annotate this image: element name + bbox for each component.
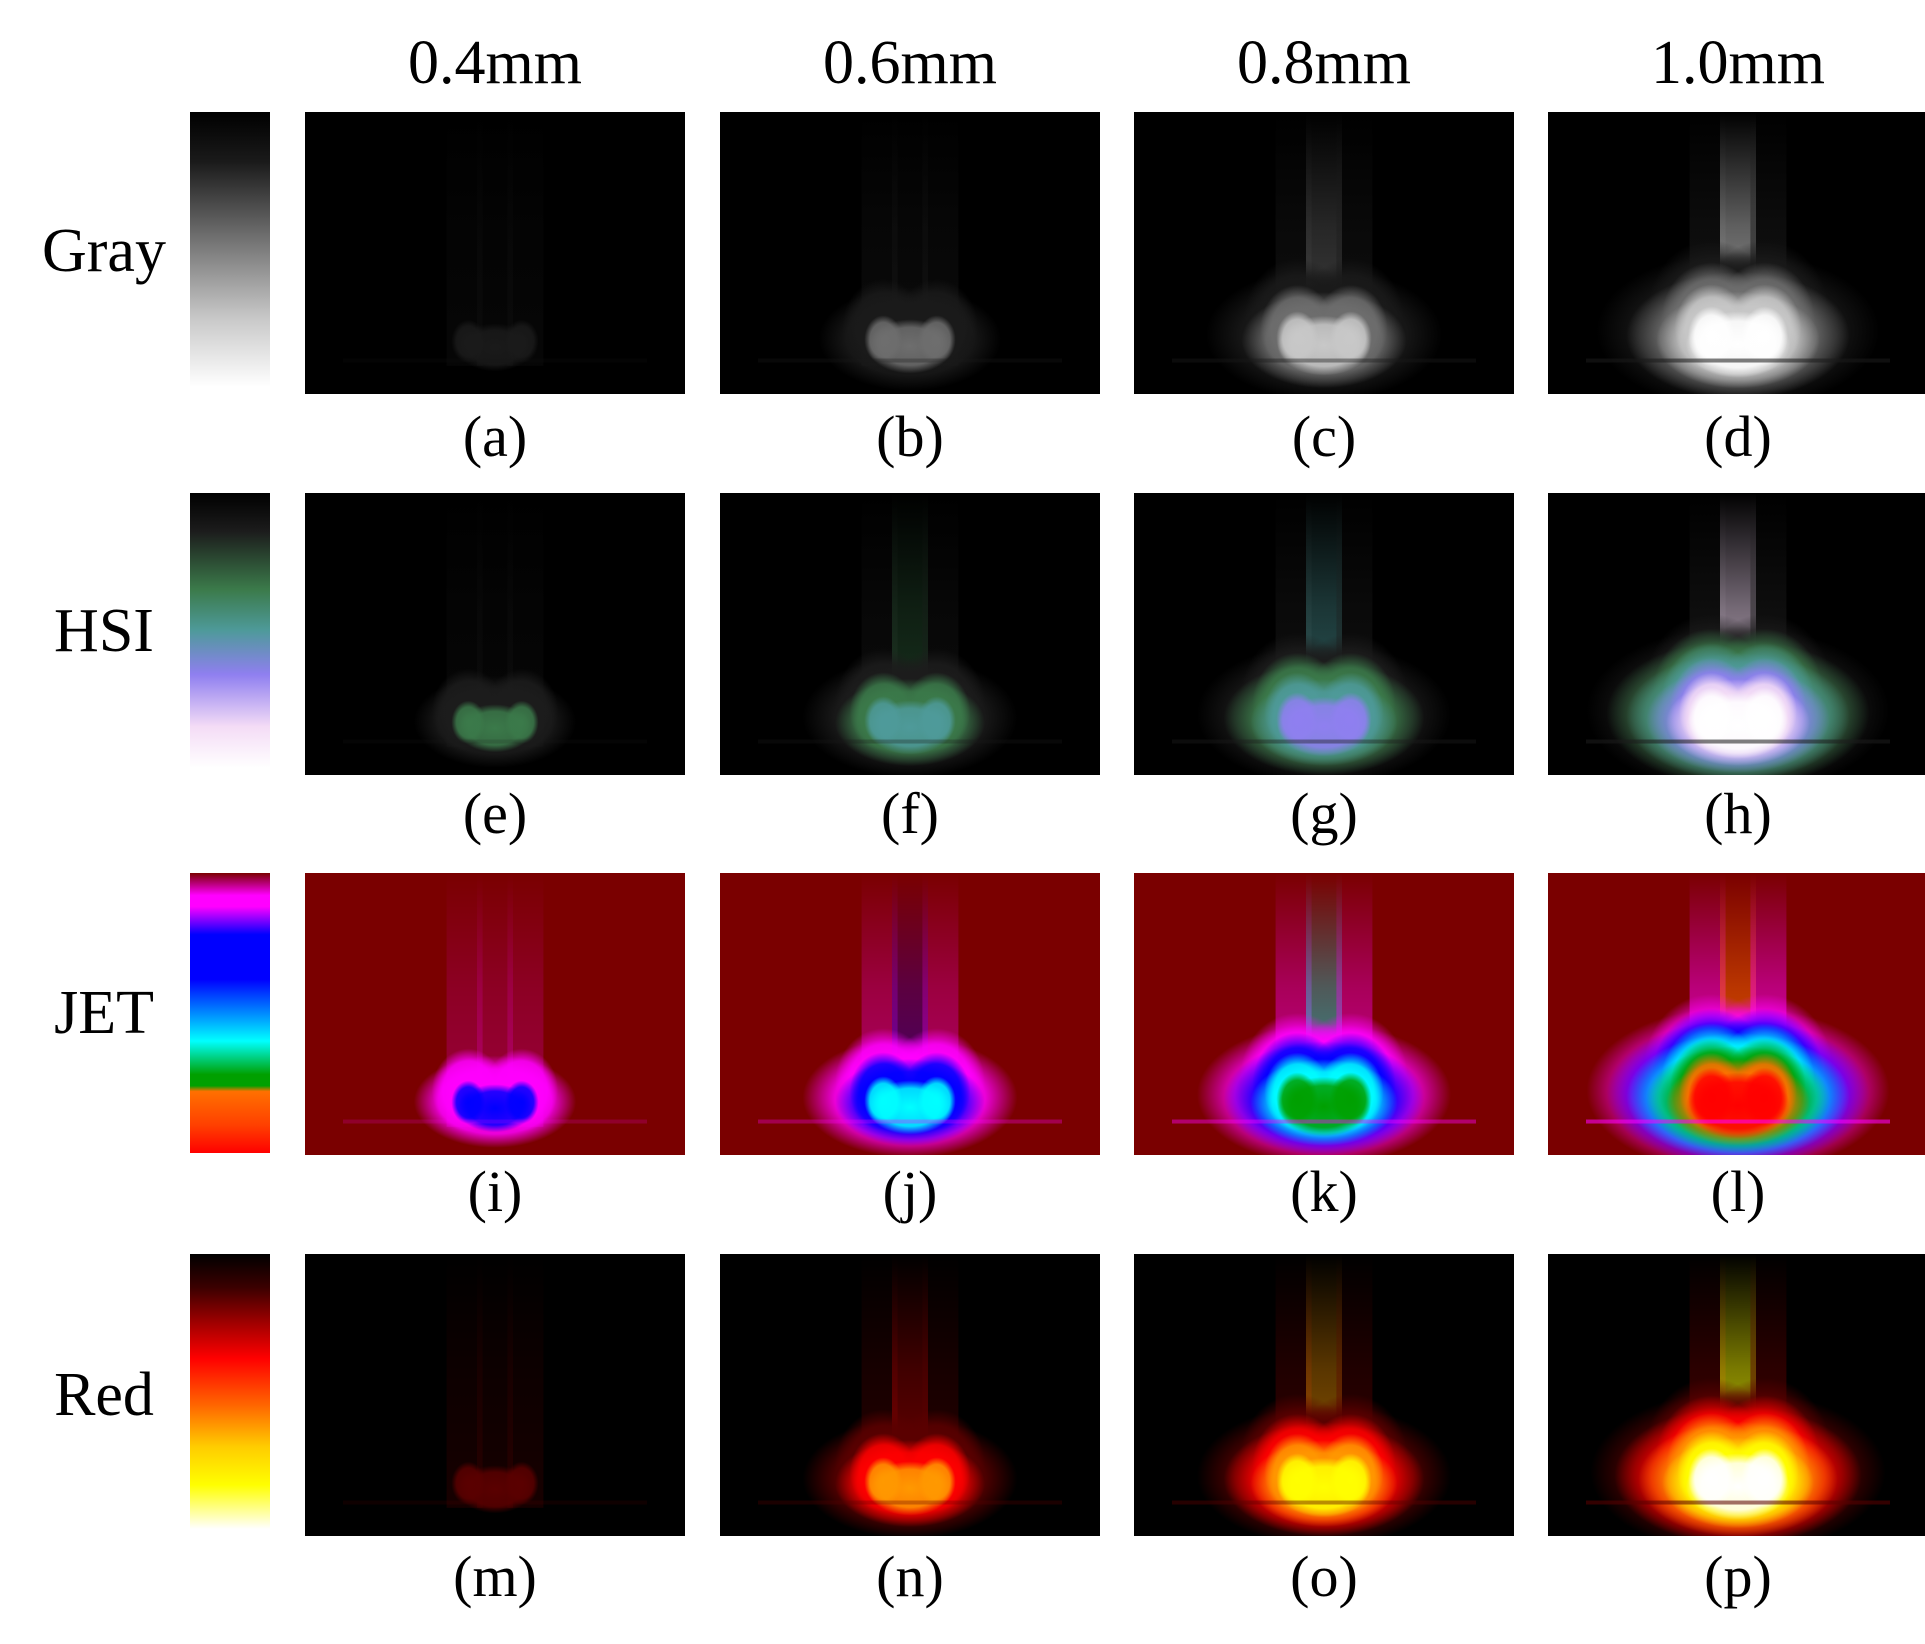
colorbar-gray [190,112,270,387]
panel-n [720,1254,1100,1536]
caption-l: (l) [1710,1159,1766,1224]
panel-h [1548,493,1925,775]
heatmap-image [1548,493,1925,775]
heatmap-image [1134,112,1514,394]
heatmap-image [720,873,1100,1155]
heatmap-image [1134,1254,1514,1536]
row-label-gray: Gray [42,217,166,285]
panel-c [1134,112,1514,394]
caption-e: (e) [462,781,528,846]
colorbar-jet [190,873,270,1153]
panel-d [1548,112,1925,394]
caption-k: (k) [1290,1159,1358,1224]
caption-g: (g) [1290,781,1358,846]
caption-m: (m) [453,1544,537,1609]
column-header-0-8mm: 0.8mm [1237,29,1411,97]
heatmap-image [305,1254,685,1536]
column-header-1-0mm: 1.0mm [1651,29,1825,97]
colorbar-hsi [190,493,270,768]
heatmap-image [1134,873,1514,1155]
heatmap-image [1134,493,1514,775]
panel-e [305,493,685,775]
caption-j: (j) [882,1159,938,1224]
caption-a: (a) [462,404,528,469]
heatmap-image [720,493,1100,775]
caption-n: (n) [876,1544,944,1609]
panel-i [305,873,685,1155]
caption-p: (p) [1704,1544,1772,1609]
caption-d: (d) [1704,404,1772,469]
panel-b [720,112,1100,394]
caption-b: (b) [876,404,944,469]
heatmap-image [1548,112,1925,394]
row-label-red: Red [54,1361,154,1429]
caption-c: (c) [1291,404,1357,469]
caption-f: (f) [881,781,939,846]
panel-a [305,112,685,394]
heatmap-image [720,1254,1100,1536]
heatmap-image [1548,1254,1925,1536]
column-header-0-6mm: 0.6mm [823,29,997,97]
row-label-hsi: HSI [54,597,154,665]
panel-m [305,1254,685,1536]
heatmap-image [305,493,685,775]
panel-j [720,873,1100,1155]
caption-h: (h) [1704,781,1772,846]
heatmap-image [720,112,1100,394]
heatmap-image [1548,873,1925,1155]
row-label-jet: JET [54,979,154,1047]
column-header-0-4mm: 0.4mm [408,29,582,97]
panel-l [1548,873,1925,1155]
panel-k [1134,873,1514,1155]
heatmap-image [305,112,685,394]
heatmap-image [305,873,685,1155]
panel-g [1134,493,1514,775]
caption-i: (i) [467,1159,523,1224]
panel-o [1134,1254,1514,1536]
colorbar-red [190,1254,270,1529]
caption-o: (o) [1290,1544,1358,1609]
panel-p [1548,1254,1925,1536]
panel-f [720,493,1100,775]
